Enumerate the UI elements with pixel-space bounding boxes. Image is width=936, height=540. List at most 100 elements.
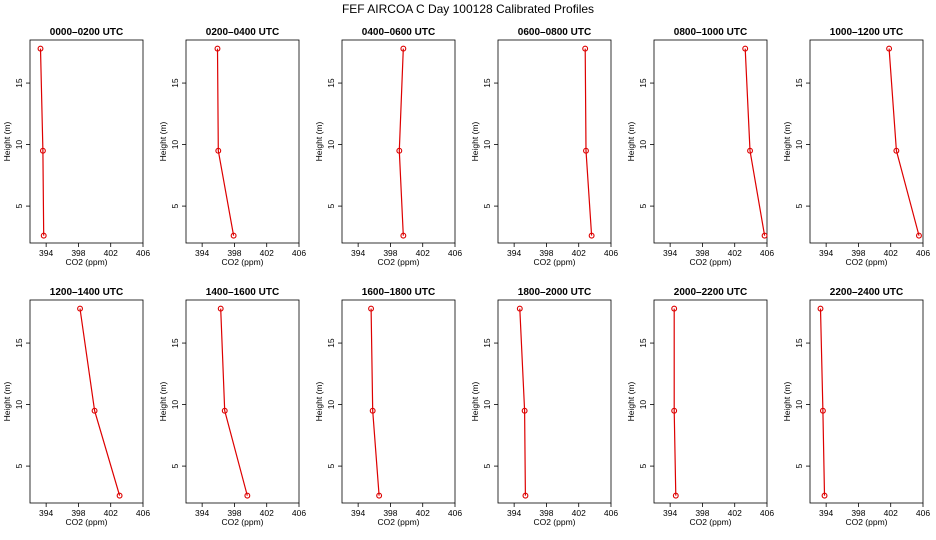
y-tick-label: 10 <box>638 140 648 150</box>
plot-frame <box>809 39 924 244</box>
data-point <box>671 305 678 312</box>
plot-frame <box>653 299 768 504</box>
plot-frame <box>497 299 612 504</box>
x-tick-label: 402 <box>416 248 430 258</box>
x-axis-label: CO2 (ppm) <box>533 517 575 527</box>
y-tick-label: 5 <box>326 203 336 208</box>
data-point <box>116 492 123 499</box>
y-tick-label: 15 <box>638 78 648 88</box>
y-axis-label: Height (m) <box>626 122 636 162</box>
x-axis-label: CO2 (ppm) <box>845 517 887 527</box>
y-tick-label: 10 <box>326 400 336 410</box>
y-tick-label: 15 <box>482 338 492 348</box>
x-tick-label: 394 <box>351 508 365 518</box>
panel-grid: 0000–0200 UTC 394 398 402 406 5 10 15 CO2 (ppm) H… <box>2 27 930 527</box>
y-tick-label: 10 <box>14 140 24 150</box>
x-axis-label: CO2 (ppm) <box>689 517 731 527</box>
data-point <box>819 407 826 414</box>
y-tick-label: 10 <box>794 140 804 150</box>
data-point <box>37 45 44 52</box>
y-tick-label: 5 <box>326 463 336 468</box>
plot-frame <box>29 299 144 504</box>
panel-title: 1400–1600 UTC <box>206 287 279 298</box>
plot-frame <box>29 39 144 244</box>
data-point <box>39 147 46 154</box>
x-tick-label: 394 <box>819 508 833 518</box>
y-tick-label: 5 <box>638 463 648 468</box>
x-tick-label: 402 <box>104 248 118 258</box>
y-tick-label: 15 <box>14 338 24 348</box>
x-tick-label: 402 <box>572 508 586 518</box>
data-point <box>217 305 224 312</box>
x-tick-label: 398 <box>227 508 241 518</box>
plot-frame <box>809 299 924 504</box>
data-point <box>400 232 407 239</box>
y-tick-label: 15 <box>794 338 804 348</box>
plot-frame <box>185 39 300 244</box>
x-tick-label: 398 <box>383 508 397 518</box>
y-tick-label: 5 <box>170 203 180 208</box>
y-axis-label: Height (m) <box>2 122 12 162</box>
panel-title: 0600–0800 UTC <box>518 27 591 38</box>
data-point <box>583 147 589 154</box>
x-tick-label: 402 <box>260 248 274 258</box>
data-point <box>40 232 47 239</box>
plot-frame <box>497 39 612 244</box>
data-point <box>742 45 749 52</box>
data-point <box>396 147 403 154</box>
y-axis-label: Height (m) <box>314 382 324 422</box>
x-tick-label: 406 <box>448 508 462 518</box>
y-tick-label: 15 <box>14 78 24 88</box>
panel-title: 0200–0400 UTC <box>206 27 279 38</box>
profile-line <box>584 48 593 236</box>
profile-line <box>79 308 121 496</box>
data-point <box>230 232 237 239</box>
x-tick-label: 398 <box>695 508 709 518</box>
chart-panel: 1200–1400 UTC 394 398 402 406 5 10 15 CO2 (ppm) H… <box>2 287 150 527</box>
y-tick-label: 15 <box>794 78 804 88</box>
y-tick-label: 10 <box>170 140 180 150</box>
x-tick-label: 402 <box>884 248 898 258</box>
profile-line <box>673 308 677 496</box>
data-point <box>91 407 98 414</box>
y-tick-label: 5 <box>794 463 804 468</box>
profile-line <box>216 48 235 236</box>
y-axis-label: Height (m) <box>782 122 792 162</box>
x-tick-label: 406 <box>292 248 306 258</box>
y-tick-label: 10 <box>482 140 492 150</box>
y-tick-label: 15 <box>326 338 336 348</box>
plot-frame <box>653 39 768 244</box>
x-tick-label: 398 <box>695 248 709 258</box>
panel-title: 1600–1800 UTC <box>362 287 435 298</box>
data-point <box>588 232 595 239</box>
y-axis-label: Height (m) <box>626 382 636 422</box>
data-point <box>221 407 228 414</box>
data-point <box>376 492 383 499</box>
data-point <box>244 492 251 499</box>
data-point <box>747 147 753 154</box>
x-tick-label: 406 <box>136 248 150 258</box>
profile-line <box>819 308 826 496</box>
x-tick-label: 394 <box>39 248 53 258</box>
x-tick-label: 394 <box>195 248 209 258</box>
figure-title: FEF AIRCOA C Day 100128 Calibrated Profi… <box>342 2 594 16</box>
panel-title: 0800–1000 UTC <box>674 27 747 38</box>
y-tick-label: 5 <box>482 203 492 208</box>
y-tick-label: 15 <box>170 78 180 88</box>
x-tick-label: 394 <box>663 508 677 518</box>
x-axis-label: CO2 (ppm) <box>377 517 419 527</box>
profile-line <box>370 308 380 496</box>
data-point <box>817 305 824 312</box>
data-point <box>214 45 221 52</box>
y-axis-label: Height (m) <box>158 122 168 162</box>
plot-frame <box>185 299 300 504</box>
data-point <box>516 305 523 312</box>
x-tick-label: 394 <box>663 248 677 258</box>
x-tick-label: 406 <box>292 508 306 518</box>
data-point <box>886 45 893 52</box>
x-tick-label: 398 <box>71 248 85 258</box>
y-tick-label: 10 <box>794 400 804 410</box>
y-axis-label: Height (m) <box>782 382 792 422</box>
y-axis-label: Height (m) <box>158 382 168 422</box>
